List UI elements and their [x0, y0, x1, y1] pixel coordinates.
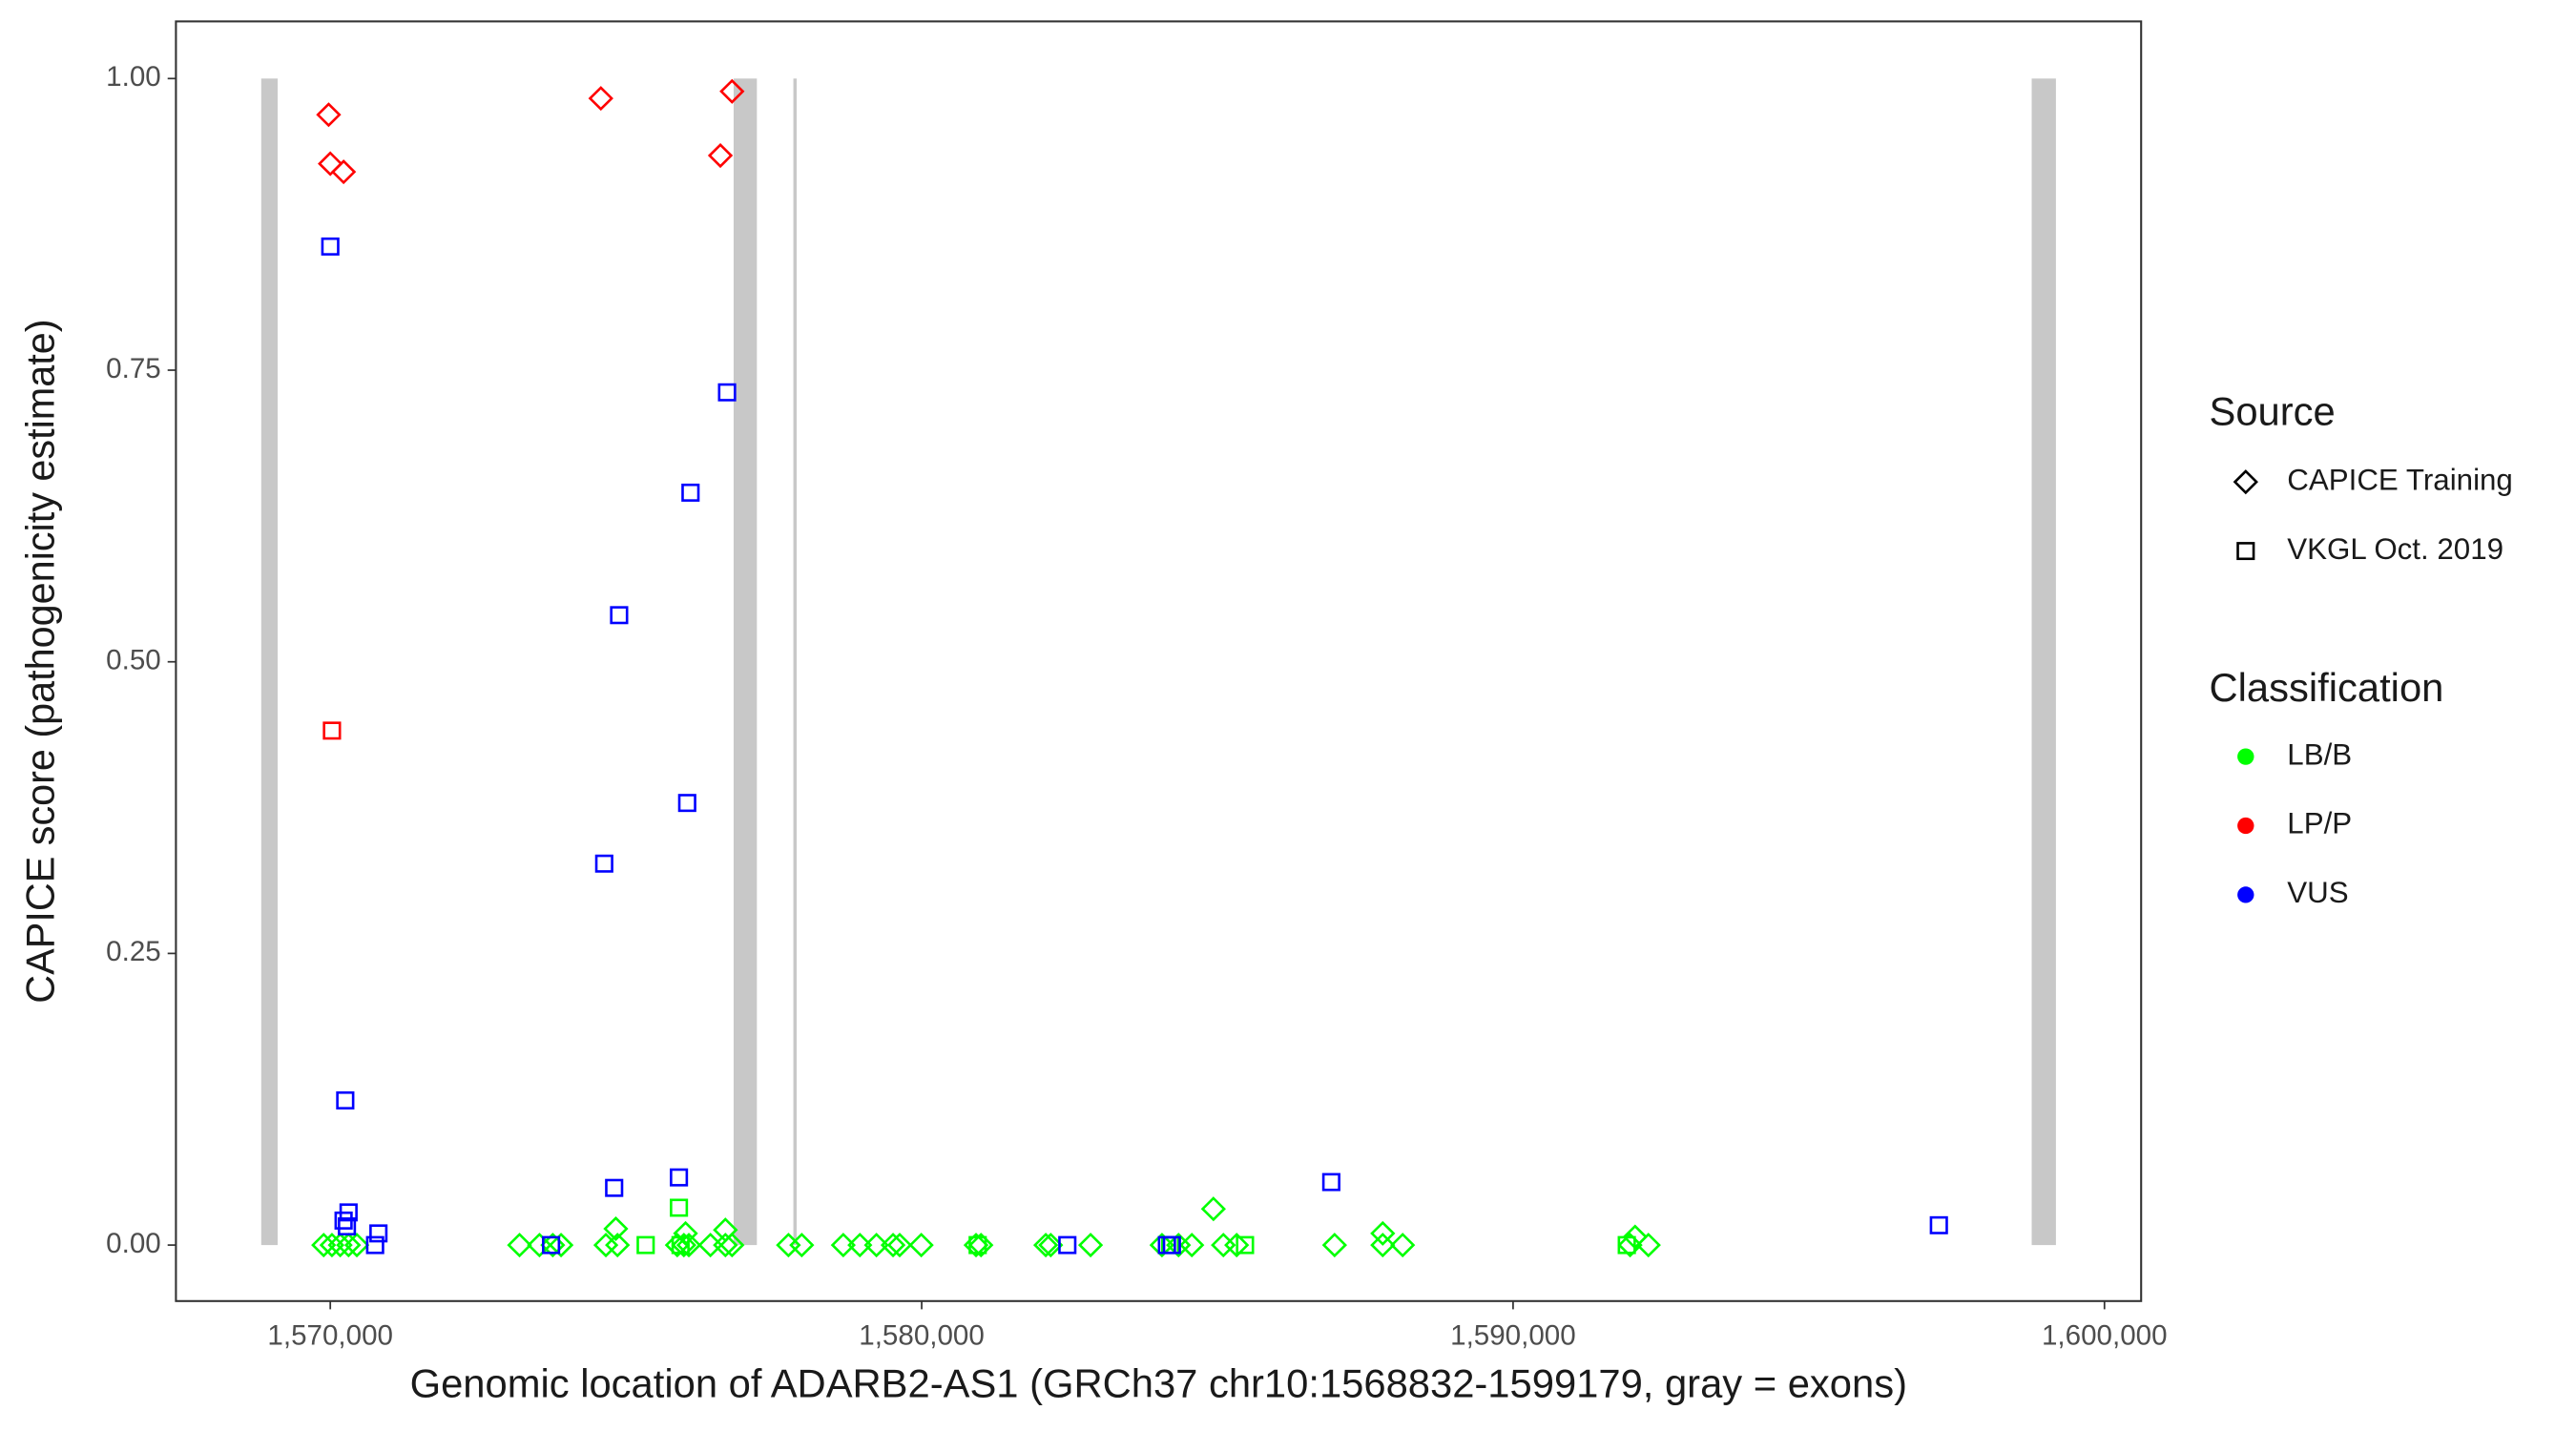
- square-point: [369, 1224, 388, 1243]
- diamond-point: [1179, 1233, 1205, 1258]
- x-tick-label: 1,590,000: [1450, 1320, 1576, 1352]
- diamond-point: [336, 1233, 362, 1258]
- exon-band: [733, 78, 758, 1246]
- legend-label: LB/B: [2287, 737, 2352, 771]
- plot-border: [175, 20, 2143, 1302]
- diamond-point: [1032, 1233, 1059, 1258]
- diamond-point: [330, 159, 357, 185]
- y-tick-label: 1.00: [106, 61, 161, 93]
- square-point: [336, 1090, 355, 1110]
- diamond-point: [311, 1233, 337, 1258]
- diamond-point: [327, 1233, 353, 1258]
- legend-key: [2237, 886, 2254, 903]
- diamond-point: [1038, 1233, 1064, 1258]
- square-point: [1236, 1235, 1255, 1255]
- square-point: [717, 383, 737, 402]
- square-point: [1321, 1172, 1340, 1192]
- square-point: [1617, 1235, 1636, 1255]
- exon-band: [2031, 78, 2056, 1246]
- diamond-point: [1224, 1233, 1250, 1258]
- diamond-point: [671, 1233, 696, 1258]
- diamond-point: [847, 1233, 873, 1258]
- diamond-point: [316, 102, 342, 128]
- legend-key: [2233, 469, 2258, 495]
- diamond-point: [713, 1217, 738, 1243]
- diamond-point: [673, 1220, 698, 1246]
- x-tick-label: 1,600,000: [2042, 1320, 2168, 1352]
- x-tick-label: 1,570,000: [267, 1320, 393, 1352]
- square-point: [594, 854, 613, 873]
- diamond-point: [592, 1233, 619, 1258]
- diamond-point: [908, 1233, 934, 1258]
- square-point: [321, 237, 340, 256]
- diamond-point: [318, 151, 343, 176]
- diamond-point: [886, 1233, 913, 1258]
- diamond-point: [880, 1233, 906, 1258]
- legend-key: [2237, 748, 2254, 765]
- diamond-point: [719, 78, 745, 104]
- legend-title: Source: [2210, 389, 2336, 434]
- y-tick-label: 0.50: [106, 645, 161, 676]
- diamond-point: [1617, 1233, 1643, 1258]
- diamond-point: [1390, 1233, 1416, 1258]
- square-point: [1058, 1235, 1077, 1255]
- diamond-point: [1149, 1233, 1175, 1258]
- diamond-point: [707, 142, 734, 169]
- legend-label: CAPICE Training: [2287, 463, 2513, 496]
- square-point: [670, 1198, 689, 1217]
- exon-band: [260, 78, 279, 1246]
- legend-key: [2237, 817, 2254, 835]
- diamond-point: [713, 1233, 738, 1258]
- diamond-point: [605, 1233, 631, 1258]
- diamond-point: [1370, 1233, 1396, 1258]
- square-point: [1162, 1235, 1181, 1255]
- square-point: [338, 1217, 357, 1236]
- diamond-point: [1077, 1233, 1104, 1258]
- square-point: [605, 1178, 624, 1197]
- square-point: [610, 606, 629, 625]
- square-point: [322, 721, 342, 740]
- diamond-point: [548, 1233, 574, 1258]
- square-point: [681, 483, 700, 502]
- square-point: [670, 1168, 689, 1187]
- square-point: [968, 1235, 987, 1255]
- diamond-point: [588, 86, 613, 112]
- diamond-point: [603, 1215, 629, 1242]
- square-point: [677, 794, 696, 813]
- y-tick-label: 0.75: [106, 353, 161, 384]
- exon-band: [793, 78, 798, 1246]
- diamond-point: [1321, 1233, 1347, 1258]
- diamond-point: [968, 1233, 994, 1258]
- diamond-point: [343, 1233, 370, 1258]
- y-tick-label: 0.00: [106, 1228, 161, 1259]
- diamond-point: [789, 1233, 815, 1258]
- square-point: [636, 1235, 655, 1255]
- legend-label: LP/P: [2287, 807, 2352, 840]
- diamond-point: [863, 1233, 889, 1258]
- square-point: [542, 1235, 561, 1255]
- diamond-point: [507, 1233, 532, 1258]
- diamond-point: [1200, 1196, 1226, 1222]
- legend-key: [2236, 542, 2255, 561]
- square-point: [365, 1235, 384, 1255]
- legend-title: Classification: [2210, 665, 2444, 710]
- square-point: [1929, 1215, 1948, 1234]
- square-point: [671, 1235, 690, 1255]
- diamond-point: [319, 1233, 345, 1258]
- square-point: [339, 1203, 358, 1222]
- legend-label: VKGL Oct. 2019: [2287, 532, 2503, 566]
- x-tick-label: 1,580,000: [859, 1320, 985, 1352]
- diamond-point: [830, 1233, 857, 1258]
- diamond-point: [1370, 1220, 1396, 1246]
- legend-label: VUS: [2287, 876, 2348, 909]
- y-tick-label: 0.25: [106, 936, 161, 967]
- x-axis-title: Genomic location of ADARB2-AS1 (GRCh37 c…: [410, 1361, 1907, 1406]
- y-axis-title: CAPICE score (pathogenicity estimate): [17, 320, 62, 1004]
